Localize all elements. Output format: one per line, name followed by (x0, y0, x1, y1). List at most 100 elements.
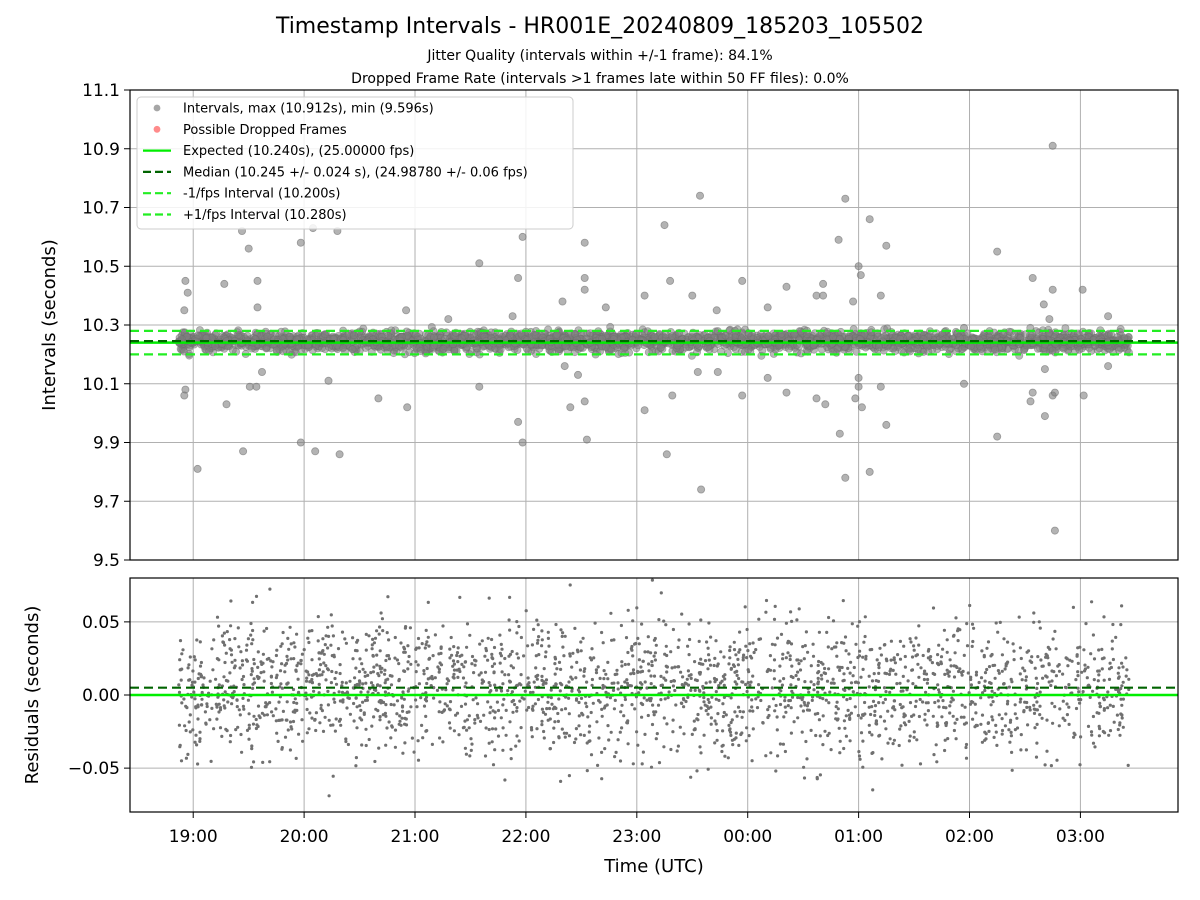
residual-point (964, 745, 968, 750)
residual-point (960, 703, 964, 707)
residual-point (249, 765, 254, 770)
residual-point (491, 709, 495, 713)
residual-point (745, 689, 749, 694)
residual-point (450, 653, 454, 657)
residual-point (712, 663, 716, 668)
residual-point (1102, 707, 1106, 711)
residual-point (662, 716, 666, 720)
residual-point (1049, 683, 1053, 688)
residual-point (861, 765, 865, 769)
residual-point (740, 715, 744, 719)
residual-point (296, 677, 300, 681)
residual-point (623, 697, 628, 702)
residual-point (879, 715, 883, 719)
residual-point (541, 710, 546, 715)
residual-point (936, 653, 940, 657)
residual-point (222, 675, 226, 679)
residual-point (641, 750, 646, 754)
residual-point (378, 715, 382, 719)
residual-point (487, 681, 491, 685)
residual-point (709, 705, 713, 709)
residual-point (852, 665, 856, 670)
residual-point (682, 732, 686, 736)
residual-point (620, 726, 624, 730)
residual-point (409, 705, 413, 709)
residual-point (1057, 669, 1062, 673)
residual-point (473, 718, 477, 722)
residual-point (581, 636, 585, 640)
residual-point (305, 707, 309, 712)
residual-point (414, 698, 418, 702)
residual-point (707, 653, 711, 657)
residual-point (898, 702, 902, 707)
residual-point (340, 680, 344, 685)
residual-point (527, 705, 531, 710)
residual-point (544, 681, 548, 685)
residual-point (792, 720, 796, 724)
residual-point (1057, 663, 1061, 667)
residual-point (842, 641, 846, 645)
residual-point (1108, 661, 1112, 665)
residual-point (780, 683, 785, 687)
residual-point (803, 680, 807, 684)
residual-point (424, 714, 428, 719)
residual-point (324, 678, 328, 682)
residual-point (1024, 748, 1028, 752)
residual-point (406, 644, 410, 648)
residual-point (924, 701, 928, 705)
residual-point (878, 646, 882, 650)
residual-point (670, 666, 674, 670)
residual-point (188, 655, 192, 659)
residual-point (849, 660, 853, 664)
residual-point (247, 726, 251, 731)
residual-point (1045, 749, 1049, 753)
interval-outlier-point (841, 473, 850, 482)
residual-point (778, 664, 782, 668)
residual-point (790, 689, 794, 693)
residual-point (378, 649, 382, 653)
residual-point (209, 759, 213, 764)
residual-point (618, 759, 623, 763)
interval-outlier-point (1039, 300, 1048, 309)
residual-point (864, 654, 868, 659)
residual-point (371, 653, 375, 658)
residual-point (354, 764, 358, 768)
residual-point (923, 669, 927, 673)
residual-point (300, 652, 304, 656)
residual-point (637, 642, 641, 646)
residual-point (286, 658, 290, 662)
residual-point (907, 739, 912, 743)
residual-point (1003, 724, 1008, 728)
residual-point (430, 742, 434, 747)
residual-point (848, 671, 852, 675)
residual-point (447, 721, 452, 725)
residual-point (510, 700, 514, 704)
residual-point (366, 690, 370, 694)
residual-point (431, 654, 435, 658)
residual-point (1071, 605, 1075, 610)
residual-point (596, 763, 600, 768)
residual-point (848, 716, 852, 720)
residual-point (886, 709, 890, 713)
residual-point (500, 647, 504, 651)
residual-point (552, 740, 556, 745)
residual-point (321, 637, 325, 641)
residual-point (862, 640, 866, 644)
residual-point (671, 684, 676, 688)
interval-point (723, 349, 732, 358)
residual-point (1095, 711, 1099, 715)
residual-point (1025, 700, 1029, 705)
residual-point (908, 637, 912, 641)
interval-outlier-point (475, 259, 484, 268)
residual-point (476, 716, 480, 720)
residual-point (873, 709, 877, 714)
residual-point (935, 760, 939, 764)
residual-point (844, 649, 848, 653)
residual-point (363, 670, 367, 674)
residual-point (737, 743, 741, 748)
residual-point (738, 709, 742, 714)
residual-point (543, 655, 548, 659)
residual-point (695, 717, 699, 721)
residual-point (473, 663, 477, 667)
residual-point (1032, 620, 1036, 624)
